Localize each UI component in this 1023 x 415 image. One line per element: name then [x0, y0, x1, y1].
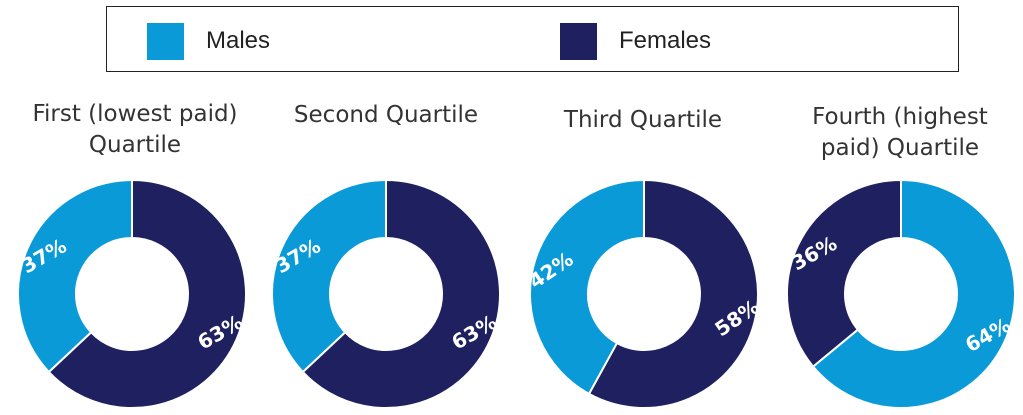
chart-title-second-quartile: Second Quartile — [293, 102, 479, 128]
legend-swatch-males — [147, 22, 184, 60]
donut-1-slice-males — [271, 178, 387, 374]
legend-label-females: Females — [619, 27, 712, 54]
legend-swatch-females — [560, 22, 597, 60]
chart-title-third-quartile: Third Quartile — [563, 107, 723, 133]
donut-3-slice-males — [811, 178, 1016, 409]
legend-item-females: Females — [560, 22, 712, 60]
donut-0-slice-males — [17, 178, 133, 374]
donut-3-slice-females — [786, 178, 902, 369]
legend-item-males: Males — [147, 22, 271, 60]
chart-title-fourth-quartile: Fourth (highest paid) Quartile — [812, 104, 988, 161]
donut-1-slice-females — [301, 178, 501, 409]
donut-0-slice-females — [47, 178, 247, 409]
donut-2-slice-females — [587, 178, 759, 409]
donut-2-slice-males — [529, 178, 645, 396]
legend: Males Females — [106, 6, 959, 72]
legend-label-males: Males — [206, 27, 271, 54]
chart-title-first-quartile: First (lowest paid) Quartile — [32, 101, 238, 158]
